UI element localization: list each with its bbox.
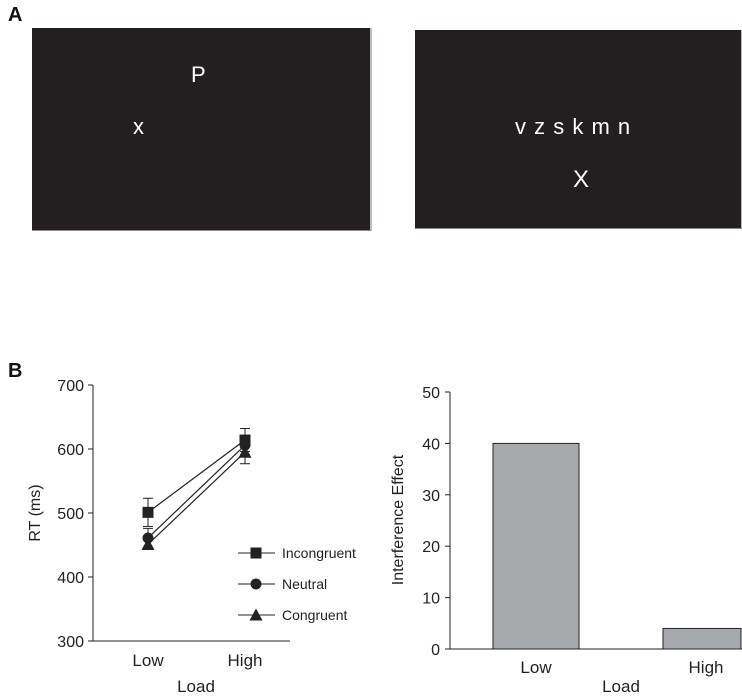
square-marker	[250, 547, 262, 559]
bar-chart-ytick-label: 0	[431, 642, 440, 659]
triangle-marker	[249, 608, 263, 621]
target-letter-high: X	[573, 166, 590, 193]
line-chart-ytick-label: 700	[57, 378, 84, 395]
line-chart-xtick-label: High	[228, 651, 263, 670]
series-neutral	[142, 435, 251, 549]
line-chart-legend: Incongruent Neutral Congruent	[238, 545, 356, 623]
line-chart-xlabel: Load	[177, 677, 215, 696]
circle-marker	[250, 578, 262, 590]
bar-chart-ylabel: Interference Effect	[390, 454, 407, 585]
bar-chart-ytick-label: 50	[422, 385, 440, 402]
line-chart-ytick-label: 500	[57, 506, 84, 523]
series-line	[147, 439, 246, 513]
target-letter: x	[133, 114, 144, 139]
series-line	[147, 444, 246, 539]
bar-chart-ytick-label: 20	[422, 539, 440, 556]
bar-high	[662, 627, 742, 650]
letter-string: v z s k m n	[515, 114, 632, 139]
legend-label: Neutral	[282, 576, 327, 592]
line-chart-ytick-label: 600	[57, 442, 84, 459]
panel-b-label: B	[8, 360, 23, 382]
line-chart-ytick-label: 400	[57, 570, 84, 587]
series-incongruent	[142, 428, 251, 527]
series-congruent	[141, 440, 252, 550]
panel-a-label: A	[8, 4, 23, 26]
bar-chart-xlabel: Load	[602, 677, 640, 696]
series-line	[147, 451, 246, 545]
stimulus-screen-high-load: v z s k m n X	[415, 30, 742, 229]
triangle-marker	[141, 537, 155, 550]
stimulus-screen-low-load: P x	[32, 28, 372, 231]
bar-chart-xtick-label: High	[689, 658, 724, 677]
bar-chart-xtick-label: Low	[520, 658, 552, 677]
legend-label: Incongruent	[282, 545, 356, 561]
legend-label: Congruent	[282, 607, 347, 623]
line-chart-xtick-label: Low	[132, 651, 164, 670]
distractor-letter: P	[191, 62, 206, 87]
bar-low	[492, 442, 580, 650]
line-chart-ytick-label: 300	[57, 634, 84, 651]
bar-chart-ytick-label: 30	[422, 488, 440, 505]
triangle-marker	[238, 445, 252, 458]
square-marker	[142, 506, 154, 518]
line-chart-ylabel: RT (ms)	[27, 484, 44, 541]
rt-line-chart: 300 400 500 600 700 Low High RT (ms) Load Inc…	[27, 378, 356, 696]
bar-chart-ytick-label: 40	[422, 436, 440, 453]
bar-chart-ytick-label: 10	[422, 591, 440, 608]
